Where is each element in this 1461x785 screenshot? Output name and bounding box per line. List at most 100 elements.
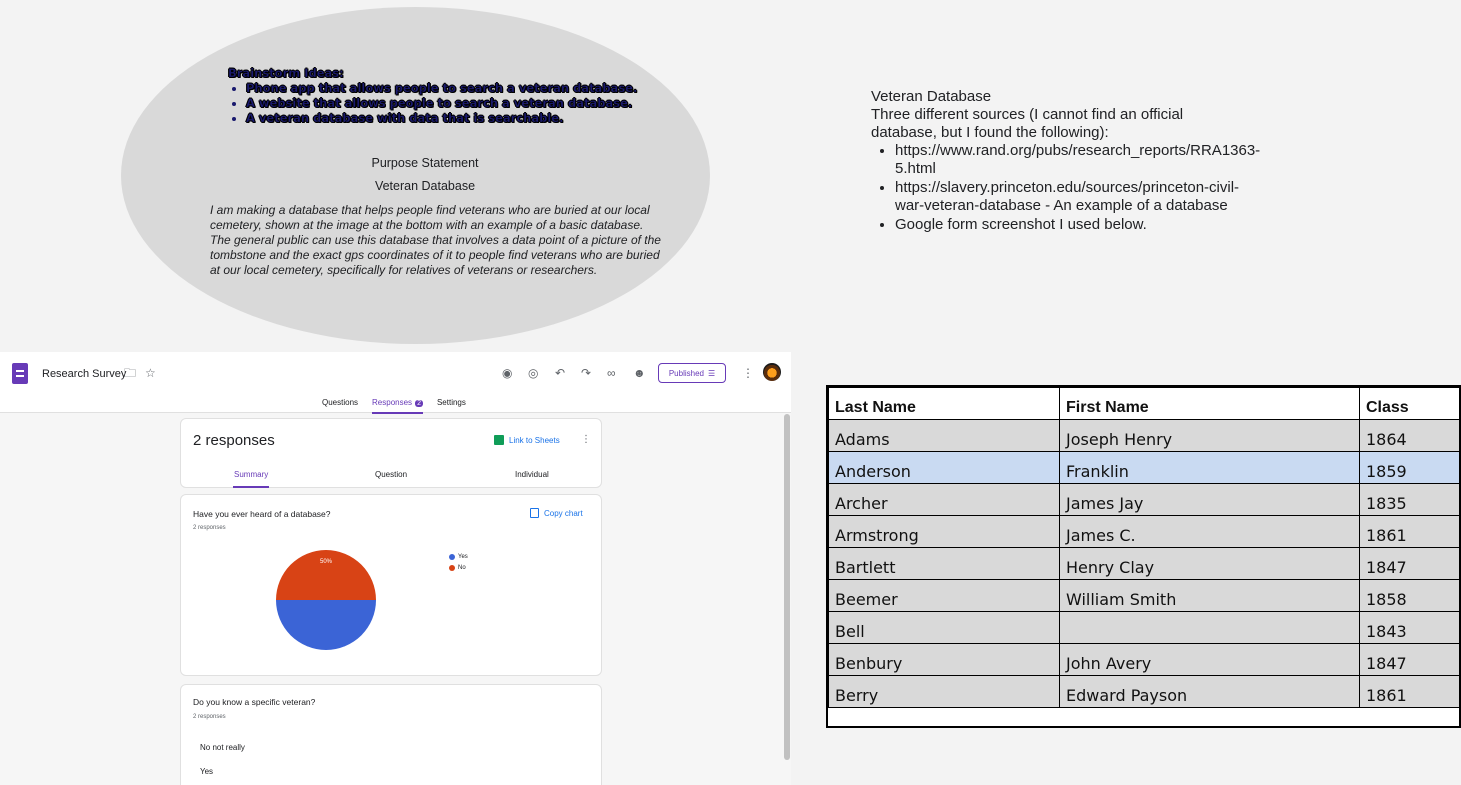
table-row: Bell 1843 — [828, 611, 1459, 644]
subtab-summary[interactable]: Summary — [234, 470, 269, 479]
sources-list: https://www.rand.org/pubs/research_repor… — [871, 142, 1260, 234]
table-cell: 1847 — [1359, 547, 1459, 580]
question-title: Do you know a specific veteran? — [193, 697, 316, 707]
table-row: Archer James Jay 1835 — [828, 483, 1459, 516]
question-title: Have you ever heard of a database? — [193, 509, 331, 519]
legend-item: Yes — [449, 551, 468, 562]
tab-responses[interactable]: Responses 2 — [372, 398, 423, 414]
table-cell: 1861 — [1359, 515, 1459, 548]
undo-icon[interactable]: ↶ — [555, 366, 566, 380]
purpose-subtitle: Veteran Database — [374, 179, 476, 193]
legend-label: Yes — [458, 553, 468, 560]
link-to-sheets-button[interactable]: Link to Sheets — [494, 435, 560, 445]
form-title[interactable]: Research Survey — [42, 368, 127, 380]
subtab-individual[interactable]: Individual — [515, 470, 549, 479]
answer-item: No not really — [200, 743, 245, 752]
question-response-count: 2 responses — [193, 525, 226, 531]
star-icon[interactable]: ☆ — [145, 366, 156, 380]
column-header: Class — [1359, 387, 1459, 420]
preview-eye-icon[interactable]: ◎ — [528, 366, 539, 380]
table-cell: 1843 — [1359, 611, 1459, 644]
table-cell: John Avery — [1059, 643, 1360, 676]
table-cell: Anderson — [828, 451, 1060, 484]
avatar[interactable] — [763, 363, 781, 381]
notes-title: Veteran Database — [871, 88, 992, 105]
table-cell: Berry — [828, 675, 1060, 708]
forms-tabs: Questions Responses 2 Settings — [322, 398, 466, 414]
tab-responses-label: Responses — [372, 398, 413, 407]
table-row: Anderson Franklin 1859 — [828, 451, 1459, 484]
copy-chart-label: Copy chart — [544, 508, 583, 518]
source-item: Google form screenshot I used below. — [895, 216, 1251, 234]
legend-swatch — [449, 553, 455, 560]
question-response-count: 2 responses — [193, 714, 226, 720]
responses-more-icon[interactable]: ⋮ — [581, 434, 591, 445]
table-cell: Franklin — [1059, 451, 1360, 484]
pie-slice-no[interactable] — [276, 550, 376, 600]
scrollbar[interactable] — [784, 414, 790, 760]
redo-icon[interactable]: ↷ — [581, 366, 592, 380]
source-item: https://slavery.princeton.edu/sources/pr… — [895, 179, 1251, 215]
add-collaborator-icon[interactable]: ☻ — [633, 366, 646, 380]
table-cell: Archer — [828, 483, 1060, 516]
table-cell: Beemer — [828, 579, 1060, 612]
table-cell: James C. — [1059, 515, 1360, 548]
sources-notes: Veteran Database Three different sources… — [871, 88, 1260, 234]
table-cell: William Smith — [1059, 579, 1360, 612]
legend-label: No — [458, 564, 466, 571]
subtab-question[interactable]: Question — [375, 470, 408, 479]
veteran-table-image: Last Name First Name Class Adams Joseph H… — [826, 385, 1461, 728]
purpose-ellipse — [121, 7, 710, 344]
brainstorm-block: Brainstorm Ideas: Phone app that allows … — [228, 66, 648, 126]
table-cell: Armstrong — [828, 515, 1060, 548]
brainstorm-heading: Brainstorm Ideas: — [228, 66, 344, 80]
brainstorm-item: A veteran database with data that is sea… — [246, 111, 648, 126]
table-cell: Edward Payson — [1059, 675, 1360, 708]
column-header: Last Name — [828, 387, 1060, 420]
table-cell: Bartlett — [828, 547, 1060, 580]
table-header-row: Last Name First Name Class — [828, 387, 1459, 420]
forms-logo-icon — [12, 363, 28, 384]
link-icon[interactable]: ∞ — [607, 366, 616, 380]
sheets-icon — [494, 435, 504, 445]
link-sheets-label: Link to Sheets — [509, 435, 560, 445]
brainstorm-item: A website that allows people to search a… — [246, 96, 648, 111]
table-row: Adams Joseph Henry 1864 — [828, 419, 1459, 452]
tab-settings[interactable]: Settings — [436, 398, 466, 407]
responses-badge: 2 — [415, 400, 423, 407]
legend-item: No — [449, 562, 468, 573]
subtab-active-indicator — [233, 486, 269, 488]
more-options-icon[interactable]: ⋮ — [742, 366, 754, 380]
table-row: Berry Edward Payson 1861 — [828, 675, 1459, 708]
table-row: Armstrong James C. 1861 — [828, 515, 1459, 548]
table-cell: 1861 — [1359, 675, 1459, 708]
purpose-title: Purpose Statement — [371, 156, 479, 170]
copy-icon — [530, 508, 539, 518]
purpose-statement: I am making a database that helps people… — [210, 203, 661, 277]
google-forms-screenshot: Research Survey 🗀 ☆ ◉ ◎ ↶ ↷ ∞ ☻ Publishe… — [0, 352, 791, 785]
table-cell: James Jay — [1059, 483, 1360, 516]
published-button[interactable]: Published ☰ — [658, 363, 726, 383]
palette-icon[interactable]: ◉ — [502, 366, 513, 380]
tab-questions[interactable]: Questions — [322, 398, 359, 407]
table-row: Beemer William Smith 1858 — [828, 579, 1459, 612]
pie-label: 50% — [320, 559, 333, 565]
legend-swatch — [449, 564, 455, 571]
table-row: Benbury John Avery 1847 — [828, 643, 1459, 676]
published-label: Published — [668, 368, 704, 378]
table-cell: 1847 — [1359, 643, 1459, 676]
answer-item: Yes — [200, 767, 214, 776]
table-cell: Bell — [828, 611, 1060, 644]
pie-chart: 50%50% — [276, 550, 376, 650]
table-cell: Benbury — [828, 643, 1060, 676]
settings-sliders-icon: ☰ — [707, 368, 716, 378]
table-cell: 1835 — [1359, 483, 1459, 516]
table-cell: 1859 — [1359, 451, 1459, 484]
question-card-database: Have you ever heard of a database? 2 res… — [180, 494, 602, 676]
table-cell: Henry Clay — [1059, 547, 1360, 580]
folder-icon[interactable]: 🗀 — [124, 366, 137, 380]
veteran-table: Last Name First Name Class Adams Joseph H… — [828, 387, 1459, 708]
copy-chart-button[interactable]: Copy chart — [530, 508, 583, 518]
pie-slice-yes[interactable] — [276, 600, 376, 650]
table-cell: 1864 — [1359, 419, 1459, 452]
